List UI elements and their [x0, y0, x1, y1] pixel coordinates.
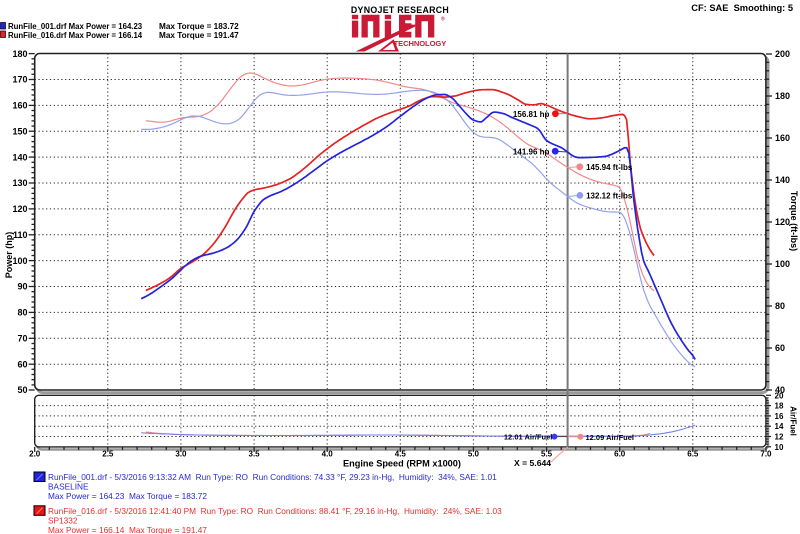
svg-text:RunFile_001.drf Max Power = 16: RunFile_001.drf Max Power = 164.23 — [8, 22, 143, 31]
svg-text:40: 40 — [775, 385, 785, 395]
svg-text:BASELINE: BASELINE — [48, 482, 89, 492]
svg-text:Max Power = 166.14 Max Torque: Max Power = 166.14 Max Torque = 191.47 — [48, 525, 207, 534]
svg-text:7.0: 7.0 — [760, 450, 772, 459]
svg-text:60: 60 — [775, 343, 785, 353]
svg-text:140: 140 — [12, 152, 27, 162]
svg-text:2.5: 2.5 — [102, 450, 114, 459]
svg-text:4.5: 4.5 — [395, 450, 407, 459]
svg-text:120: 120 — [775, 217, 790, 227]
svg-text:Engine Speed (RPM x1000): Engine Speed (RPM x1000) — [343, 459, 461, 469]
svg-text:5.0: 5.0 — [468, 450, 480, 459]
svg-text:141.96 hp: 141.96 hp — [513, 147, 550, 156]
svg-text:156.81 hp: 156.81 hp — [513, 110, 550, 119]
svg-text:12: 12 — [775, 433, 784, 442]
svg-text:130: 130 — [12, 178, 27, 188]
svg-text:RunFile_016.drf - 5/3/2016 12:: RunFile_016.drf - 5/3/2016 12:41:40 PM R… — [48, 506, 502, 516]
svg-text:®: ® — [441, 16, 445, 23]
svg-text:RunFile_016.drf Max Power = 16: RunFile_016.drf Max Power = 166.14 — [8, 31, 143, 40]
svg-text:160: 160 — [775, 133, 790, 143]
svg-text:14: 14 — [775, 422, 784, 431]
svg-text:180: 180 — [12, 49, 27, 59]
svg-text:60: 60 — [17, 359, 27, 369]
svg-text:12.09 Air/Fuel: 12.09 Air/Fuel — [586, 433, 635, 442]
svg-text:180: 180 — [775, 91, 790, 101]
svg-text:6.5: 6.5 — [687, 450, 699, 459]
svg-text:12.01 Air/Fuel: 12.01 Air/Fuel — [504, 433, 553, 442]
svg-text:110: 110 — [13, 230, 28, 240]
svg-text:70: 70 — [17, 333, 27, 343]
svg-text:3.5: 3.5 — [249, 450, 261, 459]
svg-text:Max Power = 164.23 Max Torque: Max Power = 164.23 Max Torque = 183.72 — [48, 491, 207, 501]
svg-text:90: 90 — [17, 282, 27, 292]
svg-text:80: 80 — [775, 301, 785, 311]
svg-text:Power (hp): Power (hp) — [4, 232, 14, 279]
svg-text:132.12 ft-lbs: 132.12 ft-lbs — [586, 191, 633, 200]
svg-text:CF: SAE Smoothing: 5: CF: SAE Smoothing: 5 — [691, 3, 793, 13]
svg-text:150: 150 — [12, 126, 27, 136]
svg-text:Air/Fuel: Air/Fuel — [789, 406, 798, 436]
svg-text:X = 5.644: X = 5.644 — [514, 458, 551, 468]
svg-text:50: 50 — [17, 385, 27, 395]
svg-text:80: 80 — [17, 308, 27, 318]
svg-text:4.0: 4.0 — [322, 450, 334, 459]
svg-text:140: 140 — [775, 175, 790, 185]
svg-text:10: 10 — [775, 443, 784, 452]
svg-text:100: 100 — [775, 259, 790, 269]
svg-text:100: 100 — [12, 256, 27, 266]
svg-text:SP1332: SP1332 — [48, 515, 78, 525]
svg-text:3.0: 3.0 — [175, 450, 187, 459]
svg-text:Torque (ft-lbs): Torque (ft-lbs) — [789, 191, 799, 251]
svg-text:5.5: 5.5 — [541, 450, 553, 459]
svg-text:16: 16 — [775, 412, 784, 421]
svg-text:145.94 ft-lbs: 145.94 ft-lbs — [586, 163, 633, 172]
svg-text:160: 160 — [12, 101, 27, 111]
svg-text:200: 200 — [775, 49, 790, 59]
svg-text:DYNOJET RESEARCH: DYNOJET RESEARCH — [351, 5, 449, 15]
svg-text:170: 170 — [12, 75, 27, 85]
svg-text:RunFile_001.drf - 5/3/2016 9:1: RunFile_001.drf - 5/3/2016 9:13:32 AM Ru… — [48, 472, 497, 482]
svg-text:Max Torque = 191.47: Max Torque = 191.47 — [159, 31, 239, 40]
svg-text:6.0: 6.0 — [614, 450, 626, 459]
svg-text:120: 120 — [12, 204, 27, 214]
svg-text:TECHNOLOGY: TECHNOLOGY — [394, 39, 447, 48]
svg-text:2.0: 2.0 — [29, 450, 41, 459]
svg-text:20: 20 — [775, 391, 784, 400]
svg-text:18: 18 — [775, 402, 784, 411]
svg-text:Max Torque = 183.72: Max Torque = 183.72 — [159, 22, 239, 31]
